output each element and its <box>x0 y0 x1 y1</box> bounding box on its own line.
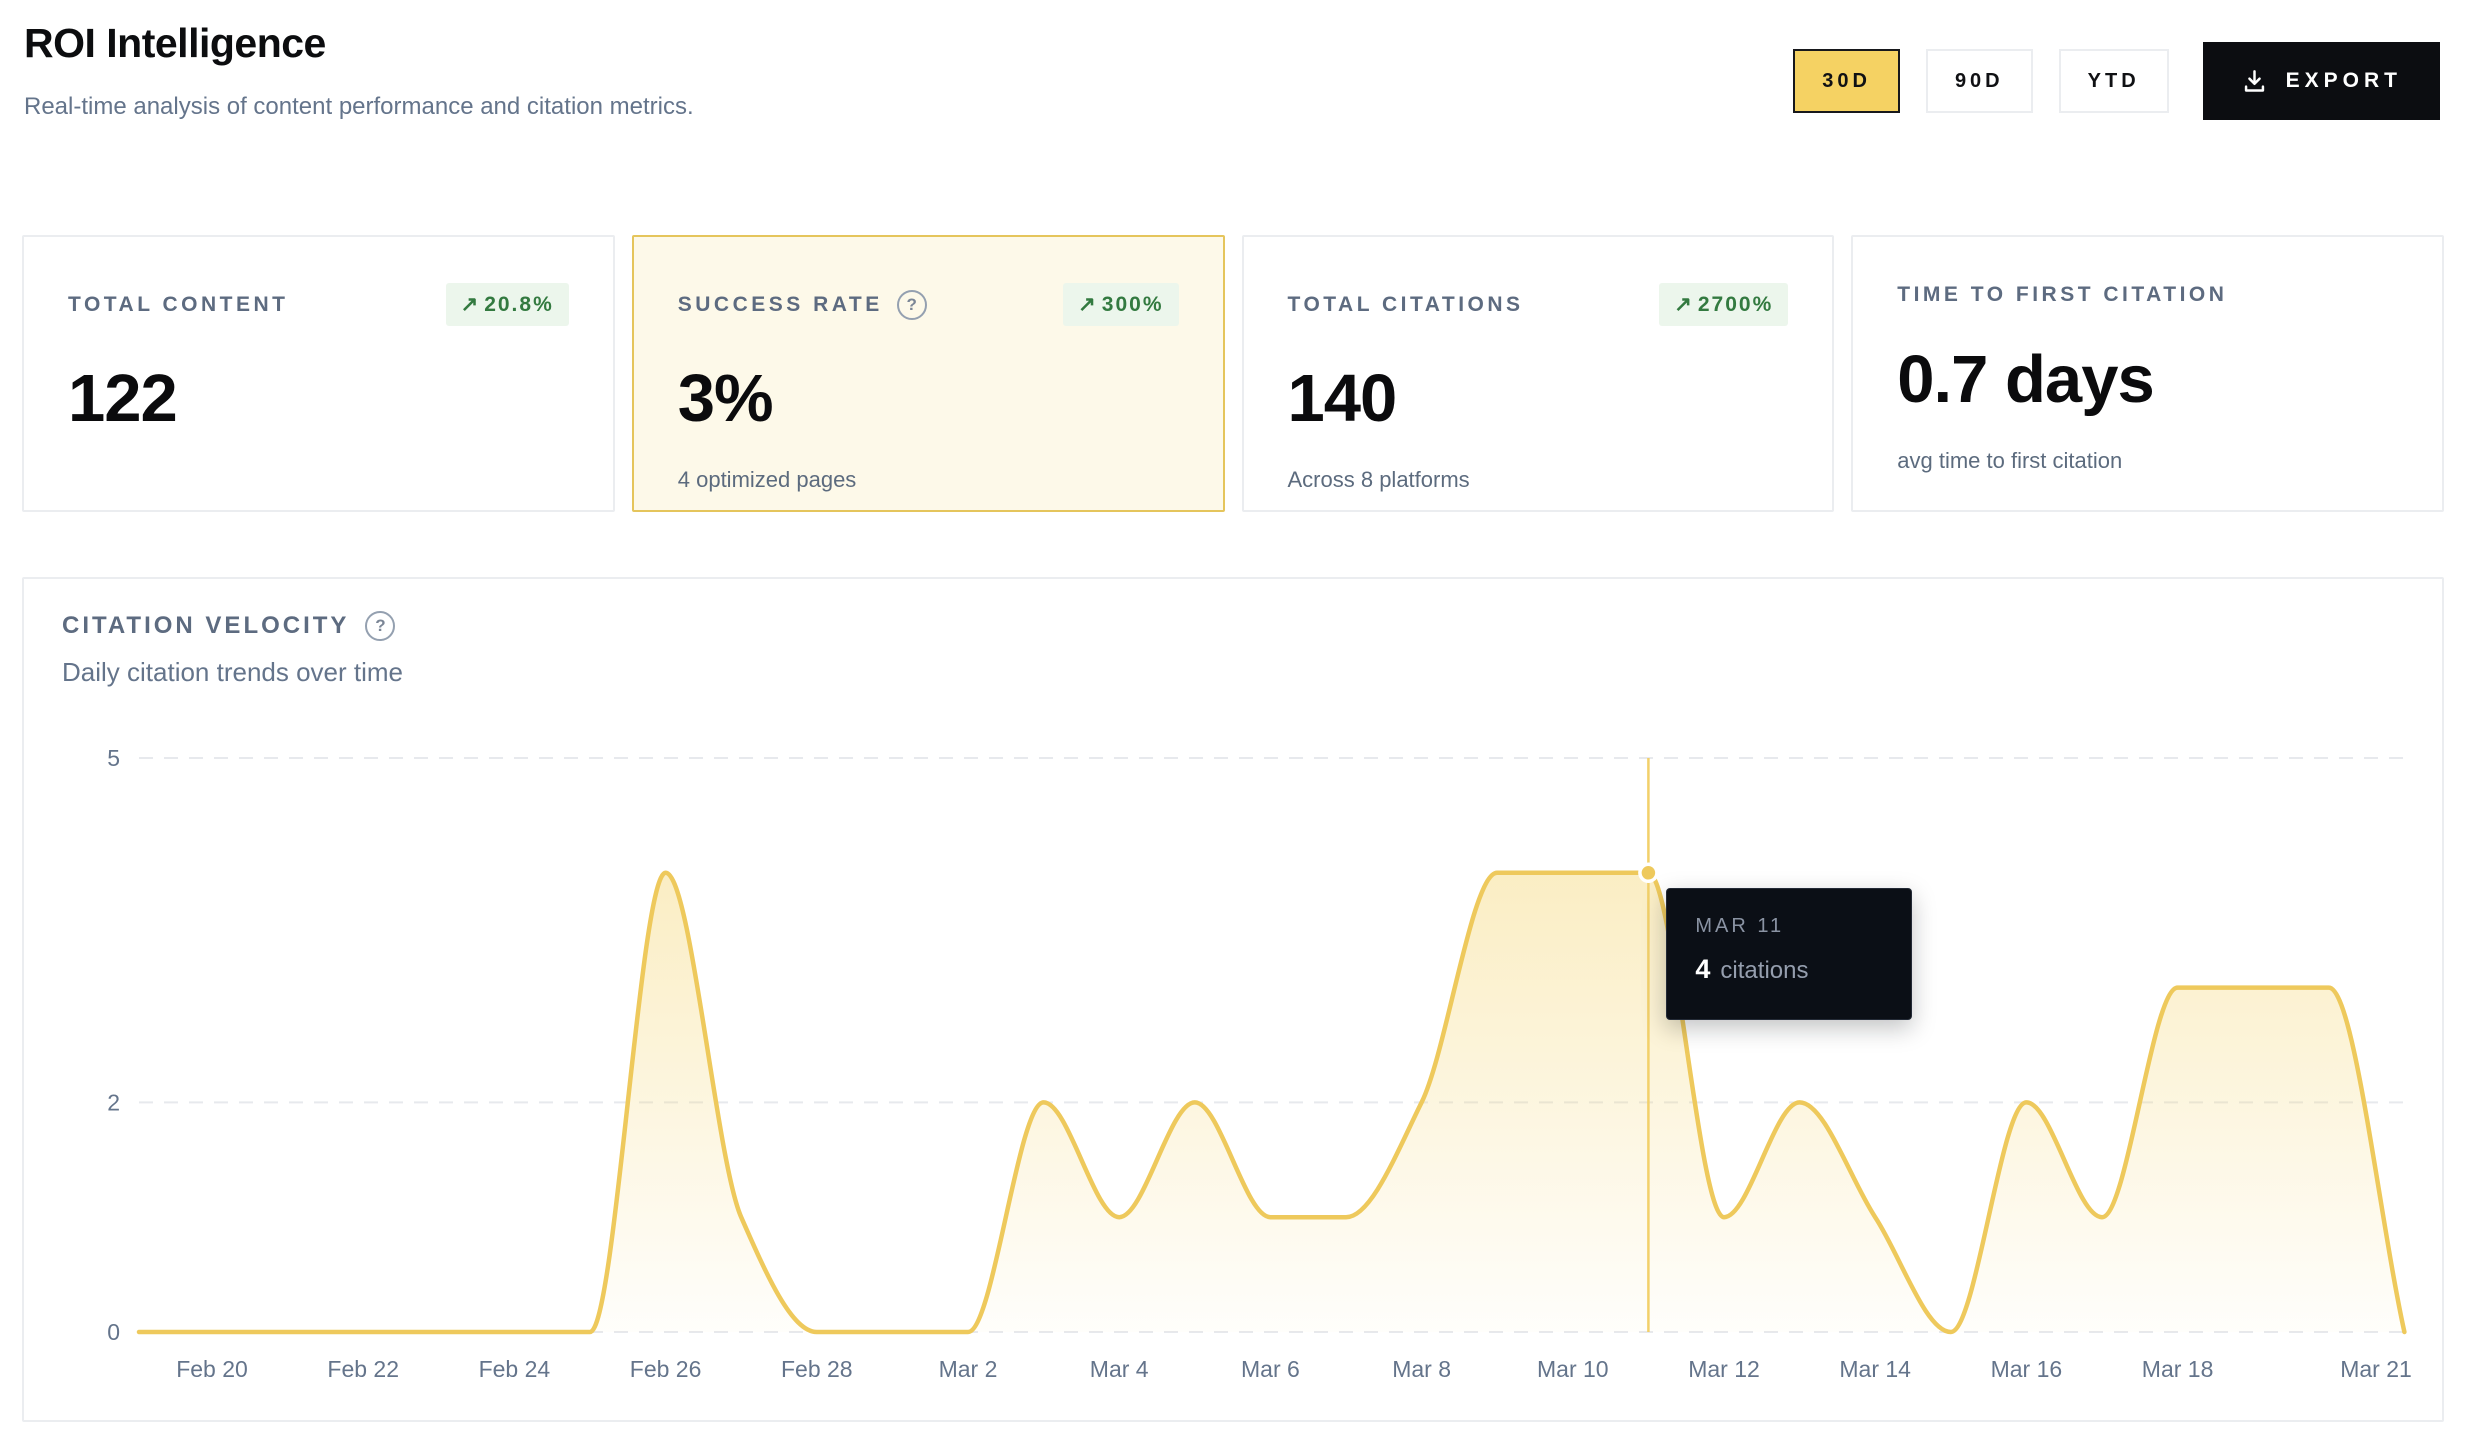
x-axis-tick-label: Mar 14 <box>1839 1356 1911 1382</box>
export-button[interactable]: EXPORT <box>2202 42 2440 120</box>
card-value: 140 <box>1287 361 1398 436</box>
citation-velocity-chart[interactable]: 0 2 5 Feb 20 Feb 22 Feb 24 Feb 26 Feb 28 Mar 2 Ma… <box>24 579 2446 1422</box>
page-title: ROI Intelligence <box>24 20 326 66</box>
card-label: SUCCESS RATE <box>677 292 883 316</box>
chart-tooltip: MAR 11 4 citations <box>1666 887 1913 1020</box>
citations-area <box>139 872 2405 1332</box>
trend-badge-value: 2700% <box>1697 293 1774 316</box>
card-label: TOTAL CITATIONS <box>1287 292 1524 316</box>
export-button-label: EXPORT <box>2285 69 2402 92</box>
card-value: 3% <box>677 361 774 436</box>
card-subtext: Across 8 platforms <box>1287 467 1470 492</box>
y-axis-tick-label: 2 <box>107 1089 120 1115</box>
trend-up-icon: ↗ <box>460 293 481 316</box>
help-icon[interactable]: ? <box>896 289 927 320</box>
x-axis-tick-label: Mar 6 <box>1241 1356 1300 1382</box>
stat-cards-row: TOTAL CONTENT ↗ 20.8% 122 SUCCESS RATE ? … <box>22 235 2444 512</box>
range-button-ytd[interactable]: YTD <box>2058 49 2169 113</box>
trend-badge-value: 300% <box>1101 293 1164 316</box>
trend-badge: ↗ 300% <box>1063 283 1179 326</box>
chart-title: CITATION VELOCITY <box>62 612 350 639</box>
y-axis-tick-label: 0 <box>107 1319 120 1345</box>
card-subtext: avg time to first citation <box>1897 448 2123 473</box>
tooltip-date: MAR 11 <box>1695 914 1785 937</box>
x-axis-tick-label: Mar 21 <box>2340 1356 2412 1382</box>
card-label: TOTAL CONTENT <box>68 292 289 316</box>
x-axis-tick-label: Feb 28 <box>781 1356 853 1382</box>
trend-badge: ↗ 20.8% <box>445 283 569 326</box>
tooltip-unit: citations <box>1720 956 1809 984</box>
x-axis-tick-label: Mar 12 <box>1688 1356 1760 1382</box>
x-axis-tick-label: Mar 18 <box>2142 1356 2214 1382</box>
page-header: ROI Intelligence Real-time analysis of c… <box>24 20 694 121</box>
x-axis-tick-label: Feb 26 <box>630 1356 702 1382</box>
x-axis-tick-label: Mar 4 <box>1090 1356 1149 1382</box>
card-value: 0.7 days <box>1897 342 2154 417</box>
x-axis-tick-label: Feb 20 <box>176 1356 248 1382</box>
x-axis-tick-label: Feb 24 <box>479 1356 551 1382</box>
citations-line <box>136 870 2407 1335</box>
download-icon <box>2241 68 2268 95</box>
card-subtext: 4 optimized pages <box>677 467 857 492</box>
trend-badge: ↗ 2700% <box>1659 283 1789 326</box>
card-total-citations: TOTAL CITATIONS ↗ 2700% 140 Across 8 plat… <box>1241 235 1835 512</box>
x-axis-tick-label: Mar 2 <box>939 1356 998 1382</box>
x-axis-tick-label: Mar 10 <box>1537 1356 1609 1382</box>
card-success-rate: SUCCESS RATE ? ↗ 300% 3% 4 optimized page… <box>631 235 1225 512</box>
header-controls: 30D 90D YTD EXPORT <box>1793 42 2440 120</box>
trend-badge-value: 20.8% <box>484 293 554 316</box>
range-button-90d[interactable]: 90D <box>1925 49 2033 113</box>
trend-up-icon: ↗ <box>1078 293 1098 316</box>
citation-velocity-panel: CITATION VELOCITY ? Daily citation trend… <box>22 577 2444 1422</box>
x-axis-tick-label: Feb 22 <box>327 1356 399 1382</box>
chart-subtitle: Daily citation trends over time <box>62 657 404 687</box>
active-point-dot <box>1638 862 1659 884</box>
trend-up-icon: ↗ <box>1674 293 1694 316</box>
y-axis-tick-label: 5 <box>107 745 120 771</box>
range-button-30d[interactable]: 30D <box>1793 49 1900 113</box>
card-label: TIME TO FIRST CITATION <box>1897 283 2228 306</box>
help-icon[interactable]: ? <box>365 611 396 641</box>
card-subtext <box>68 467 569 491</box>
x-axis-tick-label: Mar 16 <box>1991 1356 2063 1382</box>
x-axis-tick-label: Mar 8 <box>1392 1356 1451 1382</box>
card-value: 122 <box>68 361 178 436</box>
card-time-to-first-citation: TIME TO FIRST CITATION ↗ 0.7 days avg ti… <box>1851 235 2444 512</box>
card-total-content: TOTAL CONTENT ↗ 20.8% 122 <box>22 235 615 512</box>
tooltip-value-line: 4 citations <box>1695 954 1883 985</box>
page-subtitle: Real-time analysis of content performanc… <box>24 93 694 120</box>
tooltip-value: 4 <box>1695 953 1711 984</box>
